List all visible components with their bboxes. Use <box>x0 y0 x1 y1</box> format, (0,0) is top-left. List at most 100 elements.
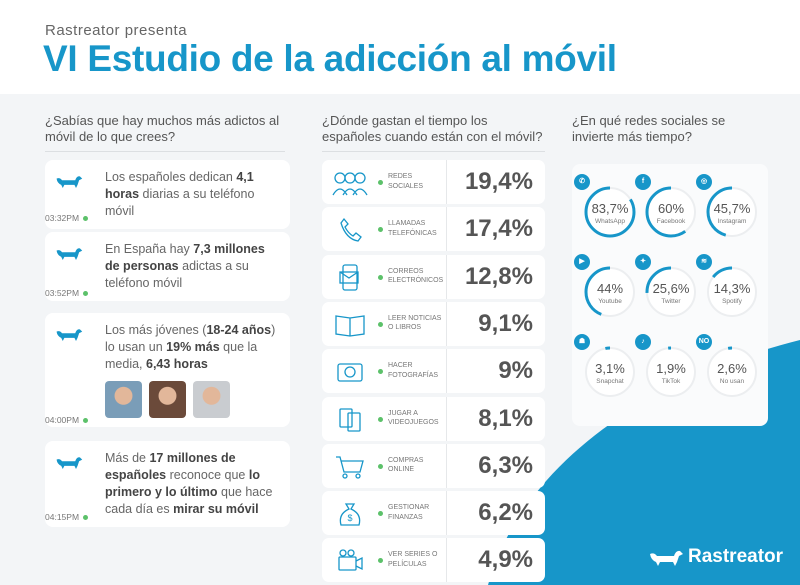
divider <box>446 538 447 583</box>
network-value: 44% <box>596 281 624 296</box>
usage-label: Correos electrónicos <box>388 267 444 285</box>
avatars <box>105 381 280 418</box>
video-camera-icon <box>338 549 363 572</box>
timestamp-text: 03:32PM <box>45 213 80 223</box>
usage-row: Compras online 6,3% <box>322 443 545 488</box>
network-badge-icon: f <box>635 174 651 190</box>
network-value: 60% <box>657 201 685 216</box>
bullet-dot <box>378 558 383 564</box>
network-name: No usan <box>719 378 745 385</box>
ring-progress <box>706 186 758 238</box>
message-segment: ) lo usan un <box>105 323 276 354</box>
usage-value: 8,1% <box>478 404 533 432</box>
divider <box>446 207 447 252</box>
bullet-dot <box>378 180 383 185</box>
avatar <box>149 381 186 418</box>
avatar <box>105 381 142 418</box>
usage-label: Jugar a videojuegos <box>388 409 439 427</box>
usage-value: 19,4% <box>464 168 533 195</box>
usage-value: 12,8% <box>464 262 533 290</box>
online-dot <box>83 418 89 424</box>
divider <box>446 491 447 536</box>
rastreator-logo: Rastreator <box>688 546 784 567</box>
usage-value: 9,1% <box>478 309 533 337</box>
usage-row: Jugar a videojuegos 8,1% <box>322 396 545 441</box>
message-segment: Los españoles dedican <box>105 170 237 184</box>
message-segment: Los más jóvenes ( <box>105 323 207 337</box>
usage-label: Compras online <box>388 456 424 474</box>
usage-row: Correos electrónicos 12,8% <box>322 254 545 299</box>
message-timestamp: 03:52PM <box>45 288 89 298</box>
online-dot <box>83 515 89 521</box>
message-segment: lo primero y lo último <box>105 468 260 499</box>
network-spotify: ≋ 14,3% Spotify <box>696 254 762 322</box>
ring-progress <box>584 346 636 398</box>
timestamp-text: 03:52PM <box>45 288 80 298</box>
message-timestamp: 03:32PM <box>45 213 89 223</box>
usage-value: 6,2% <box>478 499 533 527</box>
people-icon <box>332 172 368 196</box>
timestamp-text: 04:15PM <box>45 512 80 522</box>
online-dot <box>83 291 89 297</box>
ring-progress <box>645 266 697 318</box>
network-instagram: ◎ 45,7% Instagram <box>696 174 762 242</box>
message-segment: que la media, <box>105 340 258 371</box>
subtitle: Rastreator presenta <box>45 22 188 39</box>
social-networks-panel: ✆ 83,7% WhatsApp f 60% Facebook ◎ 45,7% Instagra… <box>572 164 768 426</box>
network-no-usan: NO 2,6% No usan <box>696 334 762 402</box>
online-dot <box>83 216 89 222</box>
bullet-dot <box>378 511 383 517</box>
avatar <box>193 381 230 418</box>
message-segment: En España hay <box>105 242 194 256</box>
header: Rastreator presenta VI Estudio de la adi… <box>0 0 800 94</box>
left-heading: ¿Sabías que hay muchos más adictos al mó… <box>45 113 285 152</box>
ring-progress <box>645 186 697 238</box>
usage-row: $ Gestionar finanzas 6,2% <box>322 491 545 536</box>
message-text: En España hay 7,3 millones de personas a… <box>105 241 280 292</box>
network-name: Spotify <box>722 298 742 305</box>
network-badge-icon: ☗ <box>574 334 590 350</box>
usage-label: Redes sociales <box>388 173 424 190</box>
network-name: Youtube <box>598 298 622 305</box>
message-segment: diarias a su teléfono móvil <box>105 187 255 218</box>
message-segment: 19% más <box>166 340 220 354</box>
network-name: Twitter <box>661 298 681 305</box>
usage-row: Redes sociales 19,4% <box>322 160 545 204</box>
network-whatsapp: ✆ 83,7% WhatsApp <box>574 174 640 242</box>
usage-label: Hacer fotografías <box>388 362 439 379</box>
network-facebook: f 60% Facebook <box>635 174 701 242</box>
bullet-dot <box>378 321 383 327</box>
divider <box>446 349 447 394</box>
usage-row: Llamadas telefónicas 17,4% <box>322 207 545 252</box>
usage-label: Gestionar finanzas <box>388 504 430 521</box>
usage-value: 6,3% <box>478 451 533 479</box>
network-badge-icon: NO <box>696 334 712 350</box>
message-segment: adictas a su teléfono móvil <box>105 259 249 290</box>
message-segment: reconoce que <box>166 468 249 482</box>
right-heading: ¿En qué redes sociales se invierte más t… <box>572 113 726 144</box>
message-segment: que hace cada día es <box>105 485 273 516</box>
dachshund-icon <box>55 172 83 190</box>
message-text: Los españoles dedican 4,1 horas diarias … <box>105 169 280 220</box>
money-bag-icon: $ <box>339 503 361 526</box>
bullet-dot <box>378 274 383 280</box>
dachshund-icon <box>55 453 83 471</box>
message-card: Más de 17 millones de españoles reconoce… <box>45 441 290 527</box>
network-name: Snapchat <box>596 378 624 385</box>
usage-row: Hacer fotografías 9% <box>322 349 545 394</box>
cards-icon <box>339 407 361 432</box>
network-value: 1,9% <box>656 361 686 376</box>
network-badge-icon: ◎ <box>696 174 712 190</box>
usage-label: Ver series o películas <box>388 551 438 568</box>
network-name: WhatsApp <box>595 218 625 225</box>
cart-icon <box>336 456 364 479</box>
page-title: VI Estudio de la adicción al móvil <box>43 38 617 79</box>
divider <box>446 301 447 346</box>
dachshund-icon <box>55 244 83 262</box>
ring-progress <box>706 266 758 318</box>
message-segment: 17 millones de españoles <box>105 451 236 482</box>
network-value: 3,1% <box>595 361 625 376</box>
message-segment: 4,1 horas <box>105 170 254 201</box>
network-name: TikTok <box>661 378 681 385</box>
middle-heading: ¿Dónde gastan el tiempo los españoles cu… <box>322 113 545 152</box>
